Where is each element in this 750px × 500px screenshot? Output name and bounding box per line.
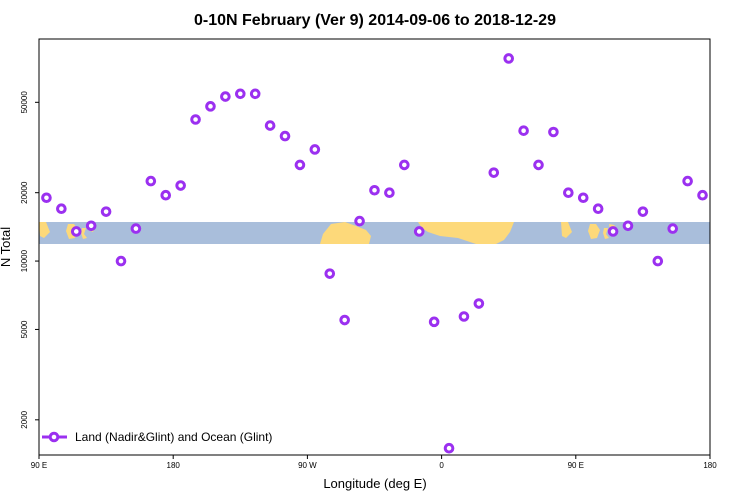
data-point <box>205 101 216 112</box>
data-point <box>548 126 559 138</box>
data-point <box>235 88 246 100</box>
legend-marker <box>48 431 60 443</box>
data-point <box>115 255 127 267</box>
data-point <box>190 114 201 125</box>
data-point <box>309 144 321 155</box>
land-shape-africa <box>418 222 514 244</box>
data-point <box>384 187 395 198</box>
data-point <box>324 268 336 279</box>
data-point <box>264 120 276 131</box>
data-point <box>70 226 82 237</box>
x-tick-label: 0 <box>439 461 444 470</box>
data-point <box>577 192 589 204</box>
data-point <box>622 220 634 232</box>
world-map-band <box>39 222 710 244</box>
data-point <box>220 91 231 102</box>
land-shape-borneo-repeat <box>588 224 600 239</box>
x-tick-label: 90 W <box>298 461 317 470</box>
y-tick-label: 20000 <box>20 181 29 204</box>
data-point <box>85 220 97 232</box>
y-tick-label: 5000 <box>20 320 29 338</box>
land-shape-sulawesi <box>81 228 87 239</box>
land-shape-south-america <box>320 222 371 244</box>
data-point <box>41 192 52 204</box>
data-point <box>294 159 306 171</box>
y-tick-label: 50000 <box>20 91 29 114</box>
y-tick-label: 2000 <box>20 410 29 428</box>
data-point <box>339 314 350 326</box>
data-point <box>428 316 440 328</box>
data-point <box>652 255 664 267</box>
data-point <box>130 223 142 234</box>
data-point <box>399 159 410 171</box>
data-point <box>160 189 172 201</box>
data-point <box>518 125 529 136</box>
chart-title: 0-10N February (Ver 9) 2014-09-06 to 201… <box>194 12 556 29</box>
data-point <box>607 226 619 237</box>
data-point <box>697 189 708 201</box>
x-tick-label: 180 <box>703 461 717 470</box>
data-point <box>249 88 261 100</box>
data-point <box>175 180 186 191</box>
legend-label: Land (Nadir&Glint) and Ocean (Glint) <box>75 430 272 444</box>
data-point <box>100 206 112 217</box>
data-point <box>413 226 425 237</box>
land-shape-indonesia-west <box>39 222 50 238</box>
x-tick-label: 90 E <box>31 461 47 470</box>
data-points <box>41 53 708 454</box>
land-shape-indonesia-east <box>561 222 572 238</box>
y-axis: 2000 5000 10000 20000 50000 <box>20 91 39 429</box>
data-point <box>443 442 455 454</box>
data-point <box>354 215 365 227</box>
data-point <box>279 130 291 142</box>
data-point <box>56 203 67 215</box>
data-point <box>458 311 470 322</box>
data-point <box>592 203 604 215</box>
x-tick-label: 180 <box>167 461 181 470</box>
x-axis-label: Longitude (deg E) <box>323 476 426 491</box>
data-point <box>488 167 500 178</box>
data-point <box>533 159 544 171</box>
legend: Land (Nadir&Glint) and Ocean (Glint) <box>42 430 272 444</box>
data-point <box>369 184 380 196</box>
data-point <box>682 175 693 187</box>
x-axis: 90 E 180 90 W 0 90 E 180 <box>31 455 717 470</box>
data-point <box>145 175 157 187</box>
data-point <box>473 298 485 309</box>
x-tick-label: 90 E <box>568 461 584 470</box>
y-axis-label: N Total <box>0 227 13 267</box>
data-point <box>503 53 515 64</box>
ocean-band <box>39 222 710 244</box>
plot-frame <box>38 38 711 456</box>
land-shape-sulawesi-repeat <box>603 228 609 239</box>
data-point <box>637 206 649 217</box>
data-point <box>563 187 574 198</box>
y-tick-label: 10000 <box>20 249 29 272</box>
data-point <box>667 223 679 234</box>
